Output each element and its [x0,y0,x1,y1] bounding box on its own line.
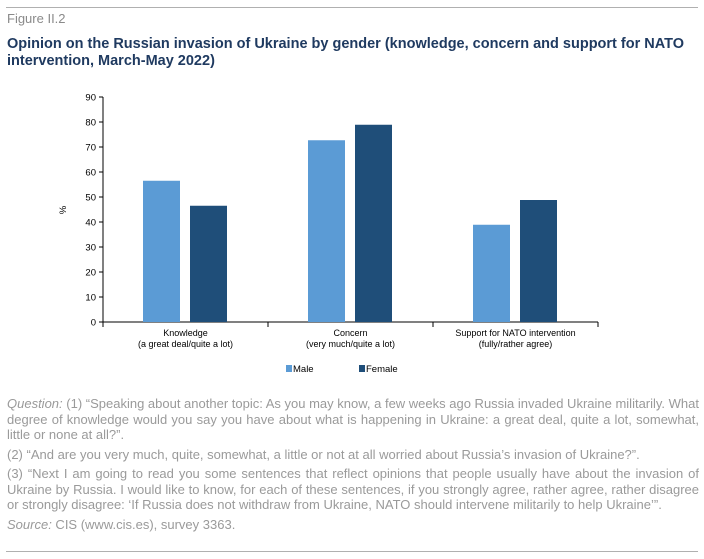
x-tick-label: (fully/rather agree) [479,339,553,349]
x-tick-label: (a great deal/quite a lot) [138,339,233,349]
bar-male [308,140,345,322]
legend-label: Female [366,364,398,375]
bar-female [520,200,557,322]
y-tick-label: 90 [85,93,96,104]
x-tick-label: Support for NATO intervention [455,328,575,338]
x-tick-label: (very much/quite a lot) [306,339,395,349]
bar-male [473,224,510,322]
legend-swatch-female [359,365,365,372]
y-tick-label: 50 [85,193,96,204]
source-label: Source: [7,516,52,532]
legend-label: Male [293,364,314,375]
bar-chart: 0 10 20 30 40 50 60 70 80 90% Knowledge(a great de… [58,93,599,375]
y-tick-label: 10 [85,293,96,304]
chart-notes: Question: (1) “Speaking about another to… [7,396,699,536]
top-rule [6,7,698,8]
y-tick-label: 20 [85,268,96,279]
question-3: (3) “Next I am going to read you some se… [7,466,699,512]
y-tick-label: 0 [91,318,96,329]
y-axis-label: % [58,205,69,214]
question-1-text: (1) “Speaking about another topic: As yo… [7,396,700,442]
x-tick-label: Knowledge [163,328,208,338]
figure-label: Figure II.2 [7,11,66,26]
y-tick-label: 70 [85,143,96,154]
legend-swatch-male [286,365,292,372]
chart-title: Opinion on the Russian invasion of Ukrai… [7,36,685,69]
question-2: (2) “And are you very much, quite, somew… [7,446,640,462]
x-tick-label: Concern [333,328,367,338]
bottom-rule [6,551,698,552]
question-label: Question: [7,396,63,411]
y-tick-label: 30 [85,243,96,254]
bar-female [190,205,227,322]
question-1: Question: (1) “Speaking about another to… [7,396,699,443]
y-tick-label: 40 [85,218,96,229]
bar-male [143,180,180,322]
source-text: CIS (www.cis.es), survey 3363. [51,516,236,532]
y-tick-label: 60 [85,168,96,179]
y-tick-label: 80 [85,118,96,129]
bar-female [355,124,392,322]
source: Source: CIS (www.cis.es), survey 3363. [7,517,699,533]
